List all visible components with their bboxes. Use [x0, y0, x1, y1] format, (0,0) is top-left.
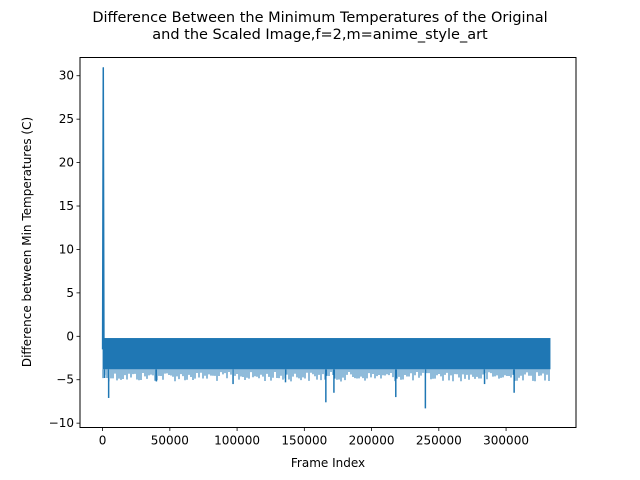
y-tick-label: 5	[66, 286, 74, 300]
y-axis-ticks: −10 −5 0 5 10 15 20 25 30	[49, 69, 80, 430]
chart-title-line-2: and the Scaled Image,f=2,m=anime_style_a…	[152, 27, 488, 43]
x-tick-label: 100000	[214, 434, 260, 448]
y-tick-label: 0	[66, 329, 74, 343]
y-tick-label: −10	[49, 416, 74, 430]
chart-title-line-1: Difference Between the Minimum Temperatu…	[92, 10, 547, 26]
y-axis-label: Difference between Min Temperatures (C)	[20, 117, 34, 367]
series-dense-band	[102, 338, 551, 370]
axes-frame	[79, 57, 577, 428]
plot-content	[101, 67, 551, 409]
series-spike	[101, 67, 105, 354]
x-tick-label: 200000	[349, 434, 395, 448]
x-tick-label: 250000	[416, 434, 462, 448]
x-axis-ticks: 0 50000 100000 150000 200000 250000 300000	[99, 427, 529, 448]
x-axis-label: Frame Index	[291, 456, 365, 470]
y-tick-label: 30	[59, 69, 74, 83]
x-tick-label: 50000	[151, 434, 189, 448]
x-tick-label: 300000	[483, 434, 529, 448]
y-tick-label: −5	[56, 373, 74, 387]
x-tick-label: 150000	[281, 434, 327, 448]
y-tick-label: 10	[59, 242, 74, 256]
y-tick-label: 20	[59, 156, 74, 170]
y-tick-label: 15	[59, 199, 74, 213]
y-tick-label: 25	[59, 112, 74, 126]
x-tick-label: 0	[99, 434, 107, 448]
